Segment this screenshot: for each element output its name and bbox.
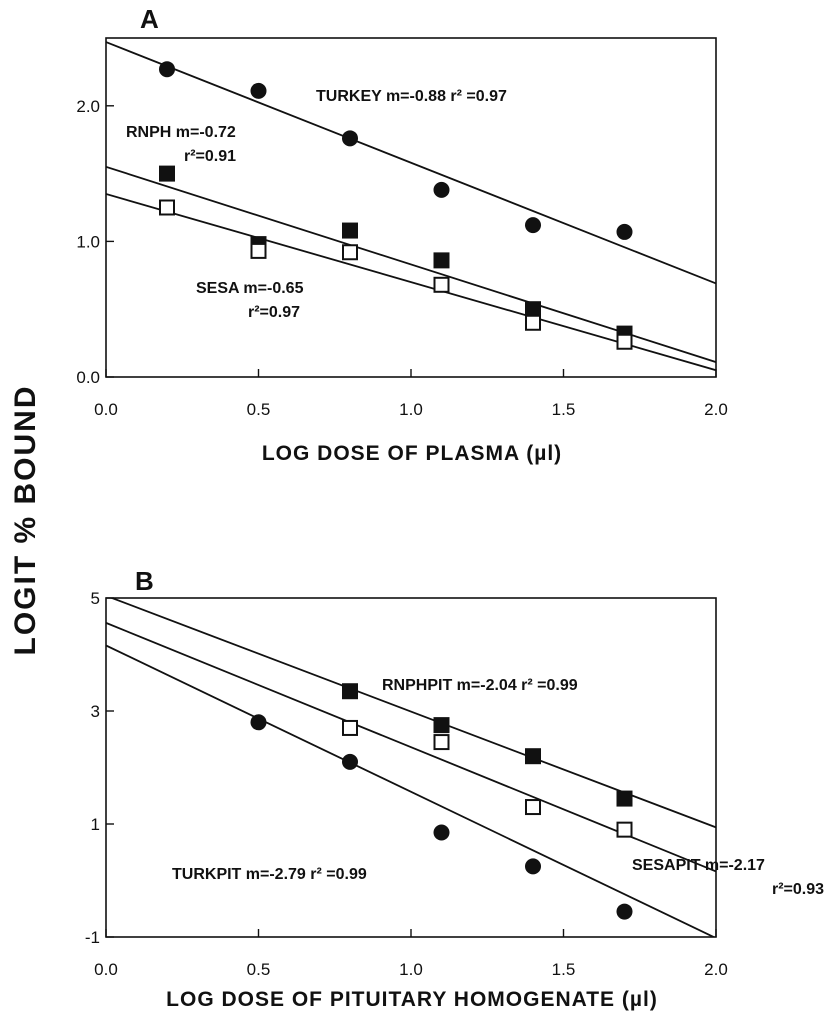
data-point-sesa <box>159 199 175 216</box>
data-point-turkey <box>250 82 267 99</box>
x-axis-label: LOG DOSE OF PITUITARY HOMOGENATE (µl) <box>166 988 658 1011</box>
data-point-rnph <box>159 165 175 182</box>
data-point-rnphpit <box>616 790 633 807</box>
y-tick-label: 5 <box>91 589 100 608</box>
data-point-rnph <box>525 301 541 318</box>
y-axis-label: LOGIT % BOUND <box>9 385 42 656</box>
x-tick-label: 1.5 <box>552 400 576 419</box>
annotation-sesa: SESA m=-0.65 <box>196 280 304 297</box>
fit-line-turkey <box>106 41 716 285</box>
annotation-rnphpit: RNPHPIT m=-2.04 r² =0.99 <box>382 677 578 694</box>
data-point-turkpit <box>616 903 633 920</box>
annotation-turkey: TURKEY m=-0.88 r² =0.97 <box>316 88 507 105</box>
data-point-sesa <box>525 314 541 331</box>
x-tick-label: 1.0 <box>399 960 423 979</box>
plot-frame <box>105 597 717 938</box>
data-point-turkpit <box>433 824 450 841</box>
annotation-sesapit: SESAPIT m=-2.17 <box>632 857 765 874</box>
data-point-rnphpit <box>342 683 358 700</box>
data-point-turkey <box>159 61 175 78</box>
data-point-sesa <box>250 242 267 259</box>
y-tick-label: -1 <box>85 928 100 947</box>
x-axis-label: LOG DOSE OF PLASMA (µl) <box>262 442 562 465</box>
data-point-sesapit <box>433 734 450 751</box>
annotation-sesapit: r²=0.93 <box>772 881 824 898</box>
data-point-rnph <box>433 252 450 269</box>
data-point-rnphpit <box>433 717 450 734</box>
y-tick-label: 3 <box>91 702 100 721</box>
fit-line-sesapit <box>106 622 716 873</box>
panel-label: B <box>135 566 154 596</box>
data-point-sesa <box>342 244 358 261</box>
fit-line-rnphpit <box>109 598 716 829</box>
data-point-turkey <box>433 181 450 198</box>
data-point-turkpit <box>525 858 541 875</box>
annotation-rnph: r²=0.91 <box>184 148 236 165</box>
x-tick-label: 1.5 <box>552 960 576 979</box>
data-point-turkey <box>616 223 633 240</box>
data-point-sesapit <box>616 821 633 838</box>
fit-line-rnph <box>106 165 716 363</box>
y-tick-label: 1 <box>91 815 100 834</box>
x-tick-label: 0.5 <box>247 960 271 979</box>
data-point-turkpit <box>250 714 267 731</box>
panel-label: A <box>140 4 159 34</box>
data-point-sesa <box>433 276 450 293</box>
annotation-rnph: RNPH m=-0.72 <box>126 124 236 141</box>
data-point-turkey <box>342 130 358 147</box>
x-tick-label: 0.0 <box>94 960 118 979</box>
y-tick-label: 2.0 <box>76 97 100 116</box>
x-tick-label: 2.0 <box>704 400 728 419</box>
panel-a: A 0.0 0.5 1.0 1.5 2.0 0.0 1.0 2.0 LOG DOSE OF PLA… <box>76 4 727 465</box>
annotation-sesa: r²=0.97 <box>248 304 300 321</box>
data-point-sesapit <box>525 799 541 816</box>
data-point-turkpit <box>342 753 358 770</box>
y-tick-label: 1.0 <box>76 232 100 251</box>
x-tick-label: 0.5 <box>247 400 271 419</box>
y-tick-label: 0.0 <box>76 368 100 387</box>
panel-b: B 0.0 0.5 1.0 1.5 2.0 -1 1 3 5 LOG DOSE OF PITUITA… <box>85 566 824 1011</box>
annotation-turkpit: TURKPIT m=-2.79 r² =0.99 <box>172 866 367 883</box>
x-tick-label: 1.0 <box>399 400 423 419</box>
x-tick-label: 2.0 <box>704 960 728 979</box>
data-point-turkey <box>525 217 541 234</box>
data-point-rnph <box>342 222 358 239</box>
fit-line-sesa <box>106 193 716 372</box>
data-point-sesa <box>616 333 633 350</box>
data-point-sesapit <box>342 719 358 736</box>
data-point-rnphpit <box>525 748 541 765</box>
fit-line-turkpit <box>106 644 716 937</box>
x-tick-label: 0.0 <box>94 400 118 419</box>
